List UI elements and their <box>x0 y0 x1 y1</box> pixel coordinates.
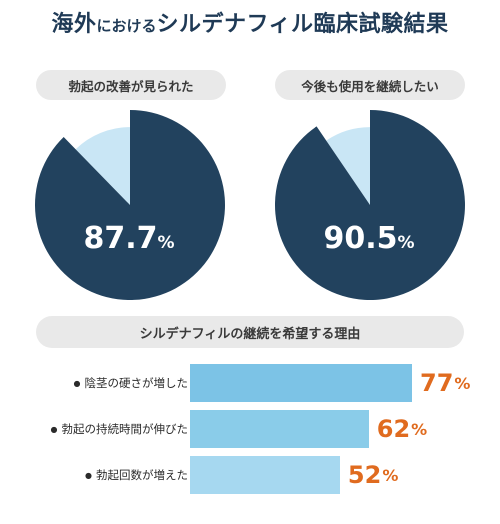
bullet-icon: ● <box>50 424 58 434</box>
bullet-icon: ● <box>73 378 81 388</box>
bar-mark-2 <box>190 410 369 448</box>
bar-row-1: ● 陰茎の硬さが増した 77% <box>0 364 500 402</box>
pie-value-number: 90.5 <box>323 221 398 256</box>
bar-category-label: ● 勃起回数が増えた <box>85 456 188 494</box>
bar-value-label-3: 52% <box>348 456 398 494</box>
pie-value-label-1: 87.7% <box>74 224 184 254</box>
pie-title-1: 勃起の改善が見られた <box>36 70 226 100</box>
pie-value-number: 87.7 <box>83 221 158 256</box>
pie-slice-main <box>275 110 465 300</box>
bar-mark-1 <box>190 364 412 402</box>
bar-value-label-1: 77% <box>420 364 470 402</box>
bar-row-2: ● 勃起の持続時間が伸びた 62% <box>0 410 500 448</box>
bar-chart-title: シルデナフィルの継続を希望する理由 <box>36 316 464 348</box>
bar-mark-3 <box>190 456 340 494</box>
pie-chart-1 <box>35 110 225 300</box>
page-title: 海外におけるシルデナフィル臨床試験結果 <box>0 14 500 36</box>
bullet-icon: ● <box>85 470 92 480</box>
pie-slice-main <box>35 110 225 300</box>
pie-value-label-2: 90.5% <box>314 224 424 254</box>
bar-value-label-2: 62% <box>377 410 427 448</box>
bar-category-label: ● 勃起の持続時間が伸びた <box>51 410 188 448</box>
pie-title-2: 今後も使用を継続したい <box>275 70 465 100</box>
pie-slice-light <box>326 127 370 205</box>
bar-category-text: 勃起の持続時間が伸びた <box>61 422 189 436</box>
bar-category-text: 勃起回数が増えた <box>96 468 188 482</box>
bar-value-unit: % <box>454 373 471 393</box>
bar-value-number: 62 <box>376 415 411 443</box>
bar-value-number: 52 <box>347 461 382 489</box>
title-part3: シルデナフィル臨床試験結果 <box>156 12 449 37</box>
pie-chart-2 <box>275 110 465 300</box>
bar-value-unit: % <box>411 419 428 439</box>
title-part1: 海外 <box>51 12 97 37</box>
bar-value-unit: % <box>382 465 399 485</box>
pie-value-unit: % <box>397 233 415 253</box>
bar-category-text: 陰茎の硬さが増した <box>84 376 189 390</box>
bar-value-number: 77 <box>420 369 454 397</box>
title-part2: における <box>96 17 157 35</box>
pie-slice-light <box>75 127 130 205</box>
bar-row-3: ● 勃起回数が増えた 52% <box>0 456 500 494</box>
bar-category-label: ● 陰茎の硬さが増した <box>74 364 188 402</box>
pie-value-unit: % <box>157 233 175 253</box>
